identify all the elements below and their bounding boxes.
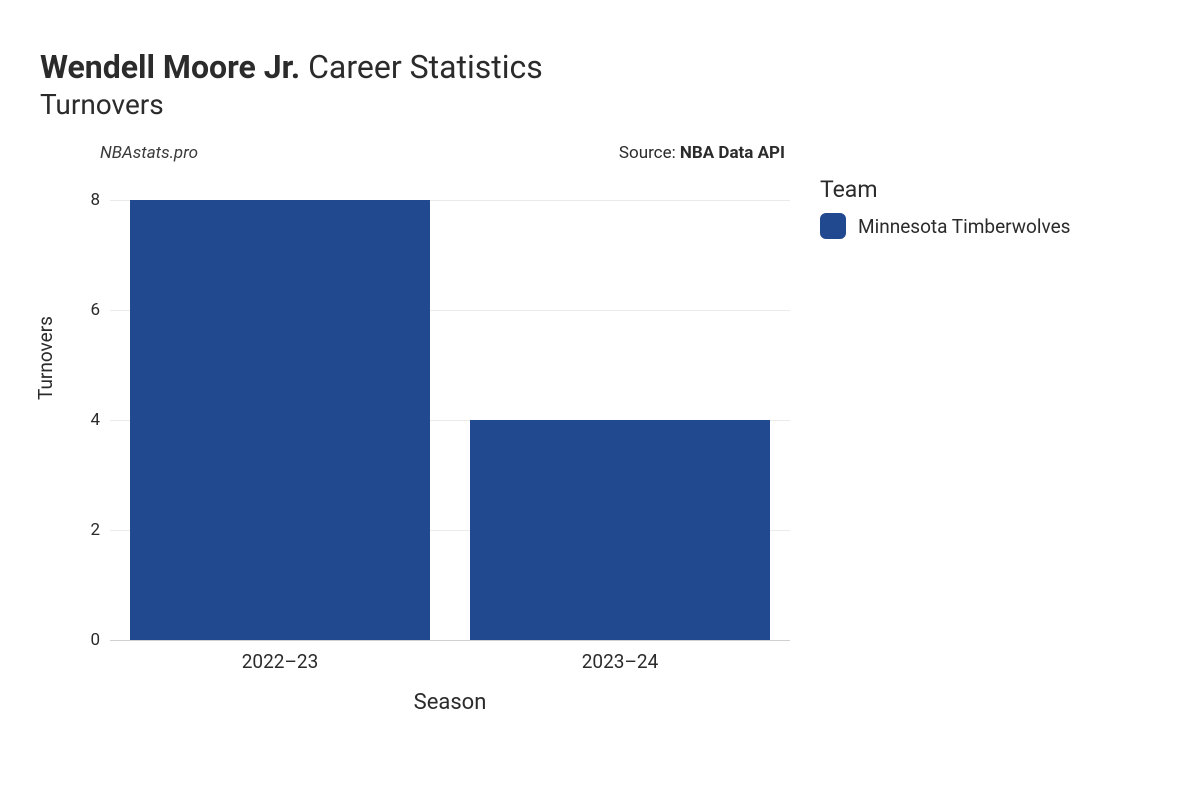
legend-swatch (820, 213, 846, 239)
title-block: Wendell Moore Jr. Career Statistics Turn… (40, 48, 1160, 121)
y-tick-label: 4 (50, 410, 100, 430)
legend-item: Minnesota Timberwolves (820, 213, 1070, 239)
y-tick-label: 0 (50, 630, 100, 650)
legend-label: Minnesota Timberwolves (858, 215, 1070, 238)
chart-container: Wendell Moore Jr. Career Statistics Turn… (0, 0, 1200, 800)
x-tick-label: 2022–23 (242, 650, 319, 673)
chart-area: Turnovers Season 024682022–232023–24 (40, 190, 800, 730)
legend: Team Minnesota Timberwolves (820, 176, 1070, 239)
bar (130, 200, 429, 640)
y-tick-label: 6 (50, 300, 100, 320)
plot-area (110, 200, 790, 640)
chart-title: Wendell Moore Jr. Career Statistics (40, 48, 1160, 86)
site-credit: NBAstats.pro (100, 143, 198, 163)
y-axis-label: Turnovers (34, 316, 57, 400)
x-tick-label: 2023–24 (582, 650, 659, 673)
x-axis-line (110, 640, 790, 641)
bar (470, 420, 769, 640)
x-axis-label: Season (110, 690, 790, 715)
source-prefix: Source: (619, 143, 680, 163)
source-name: NBA Data API (680, 143, 785, 163)
player-name: Wendell Moore Jr. (40, 48, 300, 86)
legend-items: Minnesota Timberwolves (820, 213, 1070, 239)
y-tick-label: 8 (50, 190, 100, 210)
y-tick-label: 2 (50, 520, 100, 540)
title-suffix: Career Statistics (300, 48, 543, 86)
meta-row: NBAstats.pro Source: NBA Data API (100, 143, 785, 163)
source-credit: Source: NBA Data API (619, 143, 785, 163)
chart-subtitle: Turnovers (40, 88, 1160, 121)
legend-title: Team (820, 176, 1070, 203)
